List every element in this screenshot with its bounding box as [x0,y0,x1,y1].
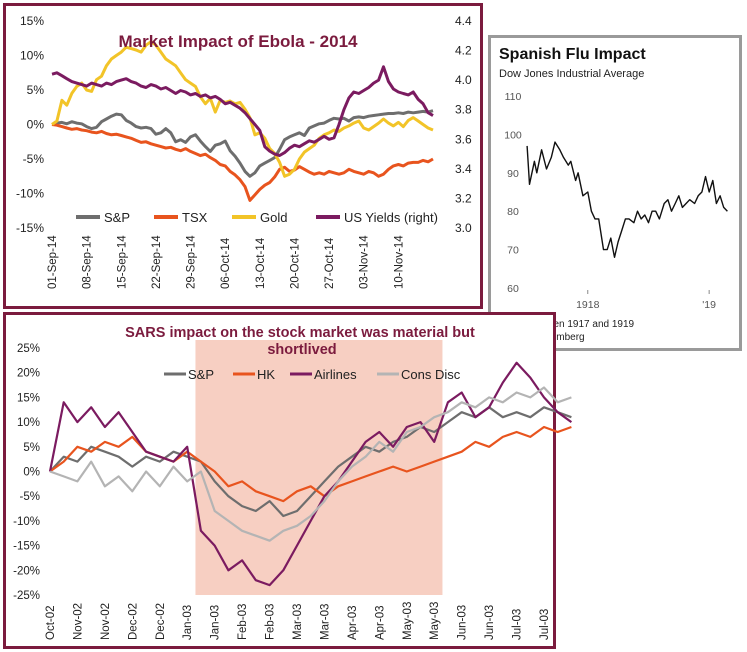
ebola-y-right-tick: 3.8 [455,103,472,117]
sars-y-tick: 0% [23,467,40,479]
sars-x-tick: Dec-02 [127,603,139,640]
sars-chart-title-line2: shortlived [267,342,336,358]
spanish-flu-y-tick: 80 [507,206,519,218]
sars-x-tick: Jan-03 [182,605,194,640]
sars-series-airlines [48,361,573,587]
ebola-legend-label: S&P [104,210,130,225]
sars-legend-label: HK [257,367,275,382]
ebola-y-right-tick: 4.4 [455,14,472,28]
sars-series-cons-disc [49,386,572,542]
sars-x-tick: Apr-03 [374,605,386,640]
sars-x-tick: Feb-03 [237,604,249,640]
sars-x-tick: Feb-03 [265,604,277,640]
spanish-flu-y-tick: 60 [507,283,519,295]
sars-x-tick: Nov-02 [100,603,112,640]
sars-chart: 25% 20% 15% 10% 5% 0% -5% -10% -15% -20% -25% Oct-… [13,325,573,640]
sars-x-tick: Jul-03 [512,609,524,640]
sars-y-tick: -15% [13,541,40,553]
sars-highlight-band [195,340,443,595]
ebola-series-us-yields-right [51,65,434,157]
sars-x-tick: Dec-02 [155,603,167,640]
ebola-x-tick: 13-Oct-14 [255,237,267,289]
spanish-flu-y-tick: 90 [507,168,519,180]
ebola-chart: 15% 10% 5% 0% -5% -10% -15% 4.4 4.2 4.0 3.8 3.6 3.4… [16,14,472,289]
spanish-flu-x-tick: 1918 [576,299,600,311]
sars-x-tick: Apr-03 [347,605,359,640]
ebola-x-tick: 06-Oct-14 [220,237,232,289]
sars-x-tick: Jun-03 [484,605,496,640]
ebola-y-left-tick: -5% [23,152,45,166]
ebola-y-right-tick: 3.2 [455,191,472,205]
sars-x-tick: Jun-03 [457,605,469,640]
sars-x-tick: Mar-03 [319,604,331,640]
sars-series-hk [49,425,572,503]
ebola-y-left-tick: 0% [27,118,45,132]
sars-chart-title-line1: SARS impact on the stock market was mate… [125,325,475,341]
sars-x-tick: Nov-02 [72,603,84,640]
ebola-chart-panel: 15% 10% 5% 0% -5% -10% -15% 4.4 4.2 4.0 3.8 3.6 3.4… [3,3,483,309]
sars-y-tick: 25% [17,343,40,355]
sars-legend-label: Airlines [314,367,357,382]
ebola-series-s-p [51,109,434,178]
ebola-x-tick: 08-Sep-14 [82,235,94,289]
spanish-flu-chart-panel: Spanish Flu Impact Dow Jones Industrial … [488,35,742,351]
ebola-y-right-tick: 3.6 [455,132,472,146]
sars-x-tick: May-03 [402,602,414,640]
ebola-series-gold [51,40,434,178]
sars-y-tick: -25% [13,590,40,602]
ebola-y-right-tick: 4.2 [455,44,472,58]
sars-y-tick: 15% [17,392,40,404]
ebola-x-tick: 10-Nov-14 [393,235,405,289]
ebola-x-tick: 20-Oct-14 [289,237,301,289]
sars-y-tick: 20% [17,368,40,380]
ebola-y-left-tick: 15% [20,14,44,28]
ebola-x-tick: 29-Sep-14 [186,235,198,289]
ebola-y-left-tick: 10% [20,49,44,63]
ebola-chart-title: Market Impact of Ebola - 2014 [118,32,358,51]
sars-x-tick: Jan-03 [210,605,222,640]
spanish-flu-chart: Spanish Flu Impact Dow Jones Industrial … [499,46,728,343]
ebola-y-left-tick: 5% [27,83,45,97]
sars-chart-panel: 25% 20% 15% 10% 5% 0% -5% -10% -15% -20% -25% Oct-… [3,312,573,649]
ebola-x-tick: 01-Sep-14 [47,235,59,289]
sars-y-tick: -5% [20,491,40,503]
spanish-flu-y-tick: 110 [505,91,522,103]
sars-y-tick: -20% [13,565,40,577]
ebola-legend-label: Gold [260,210,287,225]
spanish-flu-x-tick: '19 [702,299,716,311]
ebola-y-left-tick: -15% [16,221,44,235]
ebola-y-right-tick: 3.4 [455,162,472,176]
spanish-flu-subtitle: Dow Jones Industrial Average [499,68,644,80]
ebola-legend-label: US Yields (right) [344,210,438,225]
sars-x-tick: Jul-03 [539,609,551,640]
sars-x-tick: Mar-03 [292,604,304,640]
spanish-flu-dow-series [526,141,728,259]
sars-legend-label: S&P [188,367,214,382]
ebola-y-left-tick: -10% [16,187,44,201]
sars-y-tick: 5% [23,442,40,454]
ebola-x-tick: 03-Nov-14 [359,235,371,289]
ebola-y-right-tick: 4.0 [455,73,472,87]
spanish-flu-title: Spanish Flu Impact [499,46,646,63]
spanish-flu-y-tick: 70 [507,245,519,257]
spanish-flu-y-tick: 100 [504,129,522,141]
ebola-x-tick: 15-Sep-14 [116,235,128,289]
spanish-flu-note: Note: Between 1917 and 1919 [499,319,635,330]
ebola-y-right-tick: 3.0 [455,221,472,235]
ebola-legend-label: TSX [182,210,208,225]
ebola-series-tsx [51,123,434,202]
sars-y-tick: 10% [17,417,40,429]
sars-x-tick: May-03 [429,602,441,640]
sars-x-tick: Oct-02 [45,605,57,640]
sars-y-tick: -10% [13,516,40,528]
ebola-x-tick: 22-Sep-14 [151,235,163,289]
ebola-x-tick: 27-Oct-14 [324,237,336,289]
sars-legend-label: Cons Disc [401,367,461,382]
